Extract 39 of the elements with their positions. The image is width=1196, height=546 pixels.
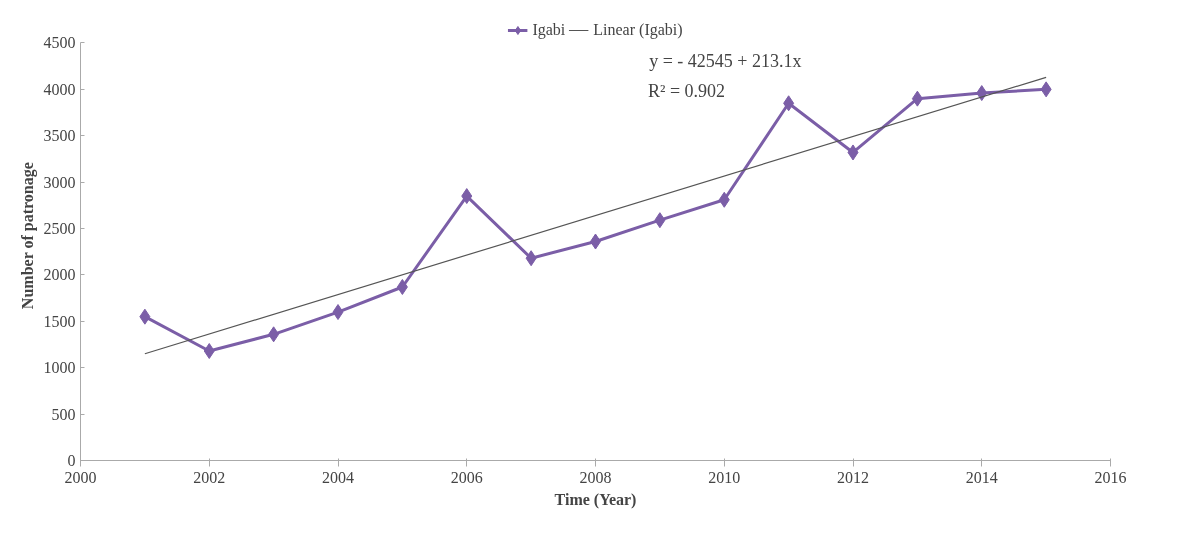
y-tick-label: 1500 xyxy=(43,312,76,330)
x-tick-label: 2006 xyxy=(450,468,483,486)
y-tick-label: 2000 xyxy=(43,266,76,284)
point xyxy=(268,326,280,343)
x-tick-label: 2002 xyxy=(193,468,226,486)
y-tick-label: 500 xyxy=(51,405,76,423)
x-tick-label: 2010 xyxy=(708,468,741,486)
y-tick-label: 3500 xyxy=(43,127,76,145)
y-tick-label: 0 xyxy=(67,452,76,469)
legend-label: Igabi xyxy=(532,21,566,39)
y-tick-label: 2500 xyxy=(43,220,76,238)
point xyxy=(718,191,730,208)
point xyxy=(783,95,795,112)
point xyxy=(525,250,537,267)
point xyxy=(1040,81,1052,98)
annotation: y = - 42545 + 213.1x xyxy=(649,50,802,71)
x-axis-title: Time (Year) xyxy=(554,490,637,509)
y-tick-label: 4500 xyxy=(43,34,76,52)
x-tick-label: 2016 xyxy=(1094,468,1127,486)
point xyxy=(332,304,344,321)
x-tick-label: 2004 xyxy=(322,468,354,486)
point xyxy=(654,212,666,229)
x-tick-label: 2014 xyxy=(965,468,998,486)
point xyxy=(396,278,408,295)
x-tick-label: 2000 xyxy=(64,468,97,486)
x-tick-label: 2008 xyxy=(579,468,612,486)
y-axis-title: Number of patronage xyxy=(18,162,37,310)
point xyxy=(203,343,215,360)
x-tick-label: 2012 xyxy=(837,468,869,486)
legend-label: Linear (Igabi) xyxy=(593,21,683,39)
y-tick-label: 1000 xyxy=(43,359,76,377)
y-tick-label: 3000 xyxy=(43,173,76,191)
y-tick-label: 4000 xyxy=(43,80,76,98)
point xyxy=(139,308,151,325)
point xyxy=(911,90,923,107)
point xyxy=(847,144,859,161)
point xyxy=(976,85,988,102)
point xyxy=(461,188,473,205)
annotation: R² = 0.902 xyxy=(647,81,726,102)
